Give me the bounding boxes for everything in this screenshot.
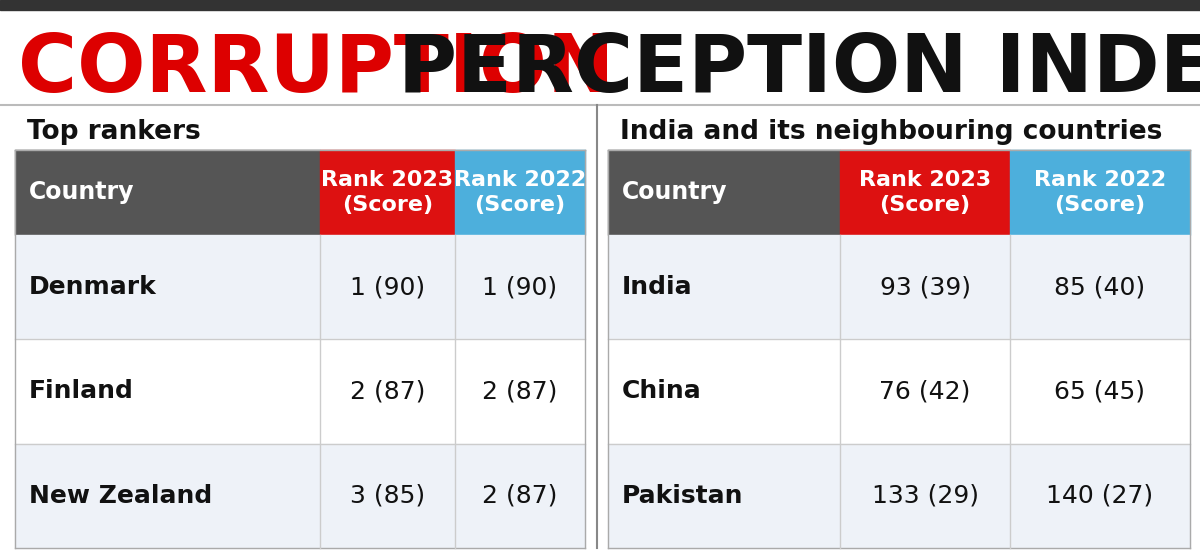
Text: 93 (39): 93 (39)	[880, 275, 971, 299]
Text: Country: Country	[622, 180, 727, 205]
Text: PERCEPTION INDEX 2023: PERCEPTION INDEX 2023	[370, 31, 1200, 109]
Bar	[608, 150, 840, 235]
Text: 65 (45): 65 (45)	[1055, 379, 1146, 404]
Bar	[14, 150, 320, 235]
Text: Pakistan: Pakistan	[622, 484, 744, 508]
Text: Rank 2023
(Score): Rank 2023 (Score)	[859, 170, 991, 214]
Text: 2 (87): 2 (87)	[350, 379, 425, 404]
Text: Country: Country	[29, 180, 134, 205]
Text: Rank 2022
(Score): Rank 2022 (Score)	[1034, 170, 1166, 214]
Text: New Zealand: New Zealand	[29, 484, 212, 508]
Bar	[608, 444, 1190, 548]
Text: India: India	[622, 275, 692, 299]
Text: 2 (87): 2 (87)	[482, 379, 558, 404]
Bar	[1010, 150, 1190, 235]
Text: Finland: Finland	[29, 379, 134, 404]
Text: India and its neighbouring countries: India and its neighbouring countries	[620, 119, 1163, 145]
Bar	[455, 150, 586, 235]
Text: 140 (27): 140 (27)	[1046, 484, 1153, 508]
Text: Denmark: Denmark	[29, 275, 157, 299]
Text: Top rankers: Top rankers	[28, 119, 200, 145]
Bar	[608, 235, 1190, 339]
Bar	[14, 444, 586, 548]
Bar	[14, 339, 586, 444]
Text: 76 (42): 76 (42)	[880, 379, 971, 404]
Bar	[320, 150, 455, 235]
Text: 1 (90): 1 (90)	[350, 275, 425, 299]
Bar	[0, 0, 1200, 10]
Text: CORRUPTION: CORRUPTION	[18, 31, 614, 109]
Text: 2 (87): 2 (87)	[482, 484, 558, 508]
Bar	[14, 235, 586, 339]
Text: 3 (85): 3 (85)	[350, 484, 425, 508]
Text: China: China	[622, 379, 702, 404]
Text: 1 (90): 1 (90)	[482, 275, 558, 299]
Text: Rank 2023
(Score): Rank 2023 (Score)	[322, 170, 454, 214]
Text: 133 (29): 133 (29)	[871, 484, 978, 508]
Bar	[840, 150, 1010, 235]
Text: Rank 2022
(Score): Rank 2022 (Score)	[454, 170, 586, 214]
Text: 85 (40): 85 (40)	[1055, 275, 1146, 299]
Bar	[608, 339, 1190, 444]
